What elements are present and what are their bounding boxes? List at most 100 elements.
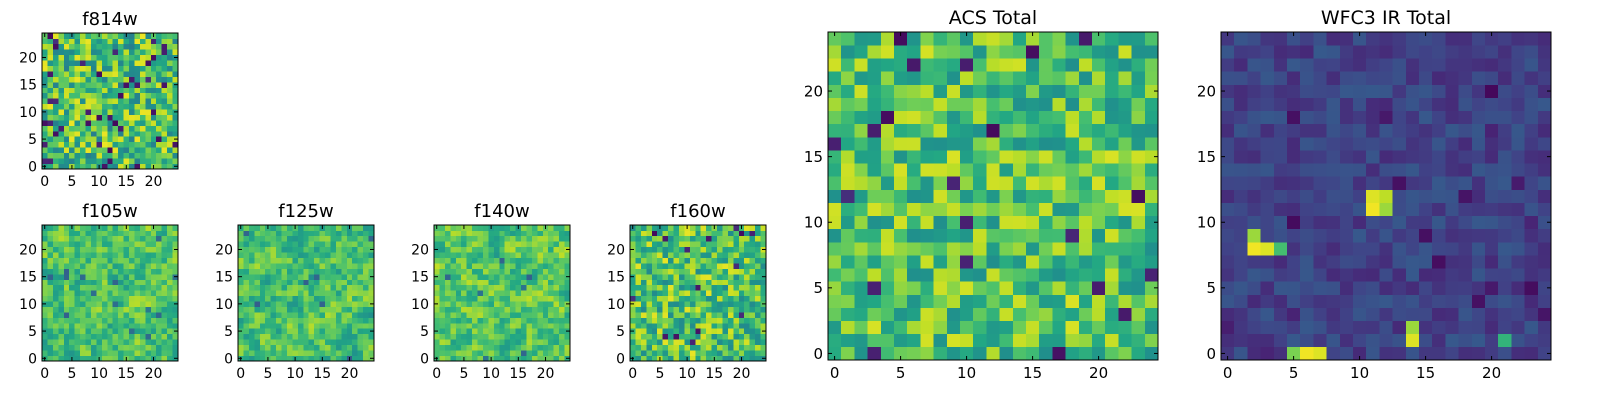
heatmap-cell <box>276 263 282 269</box>
heatmap-cell <box>1313 150 1327 164</box>
heatmap-cell <box>276 317 282 324</box>
heatmap-cell <box>867 346 882 361</box>
heatmap-cell <box>352 306 359 313</box>
heatmap-cell <box>1092 333 1106 348</box>
heatmap-cell <box>668 263 674 269</box>
heatmap-cell <box>920 58 934 72</box>
heatmap-cell <box>319 295 326 302</box>
panel-title: f160w <box>670 201 725 222</box>
heatmap-cell <box>678 252 685 258</box>
heatmap-cell <box>1445 241 1459 256</box>
heatmap-cell <box>986 150 1000 164</box>
heatmap-cell <box>1065 189 1080 203</box>
heatmap-cell <box>112 114 119 121</box>
heatmap-cell <box>297 339 304 346</box>
heatmap-cell <box>107 263 114 269</box>
heatmap-cell <box>1287 136 1301 151</box>
x-tick-label: 5 <box>67 174 76 190</box>
heatmap-cell <box>986 333 1000 348</box>
heatmap-cell <box>920 215 934 230</box>
heatmap-cell <box>74 54 81 61</box>
heatmap-cell <box>172 350 179 356</box>
heatmap-cell <box>515 230 522 237</box>
heatmap-cell <box>85 284 92 291</box>
heatmap-cell <box>276 268 282 275</box>
heatmap-cell <box>1026 58 1040 72</box>
heatmap-cell <box>461 241 467 248</box>
heatmap-cell <box>466 339 473 346</box>
heatmap-cell <box>101 92 108 99</box>
heatmap-cell <box>341 328 348 335</box>
heatmap-cell <box>1273 71 1288 85</box>
heatmap-cell <box>651 317 658 324</box>
heatmap-cell <box>526 279 533 286</box>
heatmap-cell <box>90 252 97 258</box>
heatmap-cell <box>1105 176 1119 190</box>
heatmap-cell <box>101 120 108 126</box>
heatmap-cell <box>254 328 261 335</box>
heatmap-cell <box>161 279 168 286</box>
heatmap-cell <box>867 307 882 321</box>
x-tick-label: 20 <box>1089 364 1108 382</box>
heatmap-cell <box>314 279 320 286</box>
heatmap-cell <box>172 317 179 324</box>
heatmap-cell <box>894 84 908 98</box>
heatmap-cell <box>325 295 331 302</box>
heatmap-cell <box>1026 268 1040 282</box>
heatmap-cell <box>689 225 696 231</box>
heatmap-cell <box>167 125 173 132</box>
heatmap-cell <box>717 241 723 248</box>
heatmap-cell <box>58 225 65 231</box>
heatmap-cell <box>1339 97 1354 112</box>
heatmap-cell <box>738 301 745 307</box>
heatmap-cell <box>1234 45 1248 59</box>
heatmap-cell <box>1524 320 1539 335</box>
heatmap-cell <box>493 322 500 329</box>
heatmap-cell <box>238 322 244 329</box>
heatmap-cell <box>444 301 451 307</box>
heatmap-cell <box>662 284 669 291</box>
heatmap-cell <box>254 273 261 280</box>
heatmap-cell <box>308 322 315 329</box>
heatmap-cell <box>80 339 86 346</box>
x-tick-label: 5 <box>459 366 468 382</box>
heatmap-cell <box>668 279 674 286</box>
heatmap-cell <box>553 257 560 264</box>
heatmap-cell <box>167 295 173 302</box>
heatmap-cell <box>80 301 86 307</box>
heatmap-cell <box>450 284 457 291</box>
heatmap-cell <box>651 333 658 340</box>
heatmap-cell <box>1287 150 1301 164</box>
heatmap-cell <box>346 241 353 248</box>
heatmap-cell <box>1379 281 1393 295</box>
heatmap-cell <box>760 252 767 258</box>
heatmap-cell <box>42 125 48 132</box>
heatmap-cell <box>553 246 560 253</box>
heatmap-cell <box>933 58 948 72</box>
heatmap-cell <box>515 284 522 291</box>
heatmap-cell <box>526 290 533 297</box>
heatmap-cell <box>330 257 337 264</box>
heatmap-cell <box>69 103 75 110</box>
heatmap-cell <box>1092 202 1106 217</box>
heatmap-cell <box>129 252 135 258</box>
heatmap-cell <box>1052 320 1066 335</box>
y-tick-label: 5 <box>28 324 37 340</box>
heatmap-cell <box>651 306 658 313</box>
heatmap-cell <box>461 257 467 264</box>
heatmap-cell <box>711 290 718 297</box>
heatmap-cell <box>662 350 669 356</box>
heatmap-cell <box>553 295 560 302</box>
heatmap-cell <box>145 225 152 231</box>
heatmap-cell <box>828 268 842 282</box>
heatmap-cell <box>640 306 647 313</box>
heatmap-cell <box>107 81 114 88</box>
heatmap-cell <box>123 230 130 237</box>
heatmap-cell <box>455 312 462 318</box>
heatmap-cell <box>1026 45 1040 59</box>
heatmap-cell <box>678 312 685 318</box>
heatmap-cell <box>1012 307 1027 321</box>
heatmap-cell <box>973 281 987 295</box>
panel-title: f140w <box>474 201 529 222</box>
heatmap-cell <box>69 87 75 94</box>
